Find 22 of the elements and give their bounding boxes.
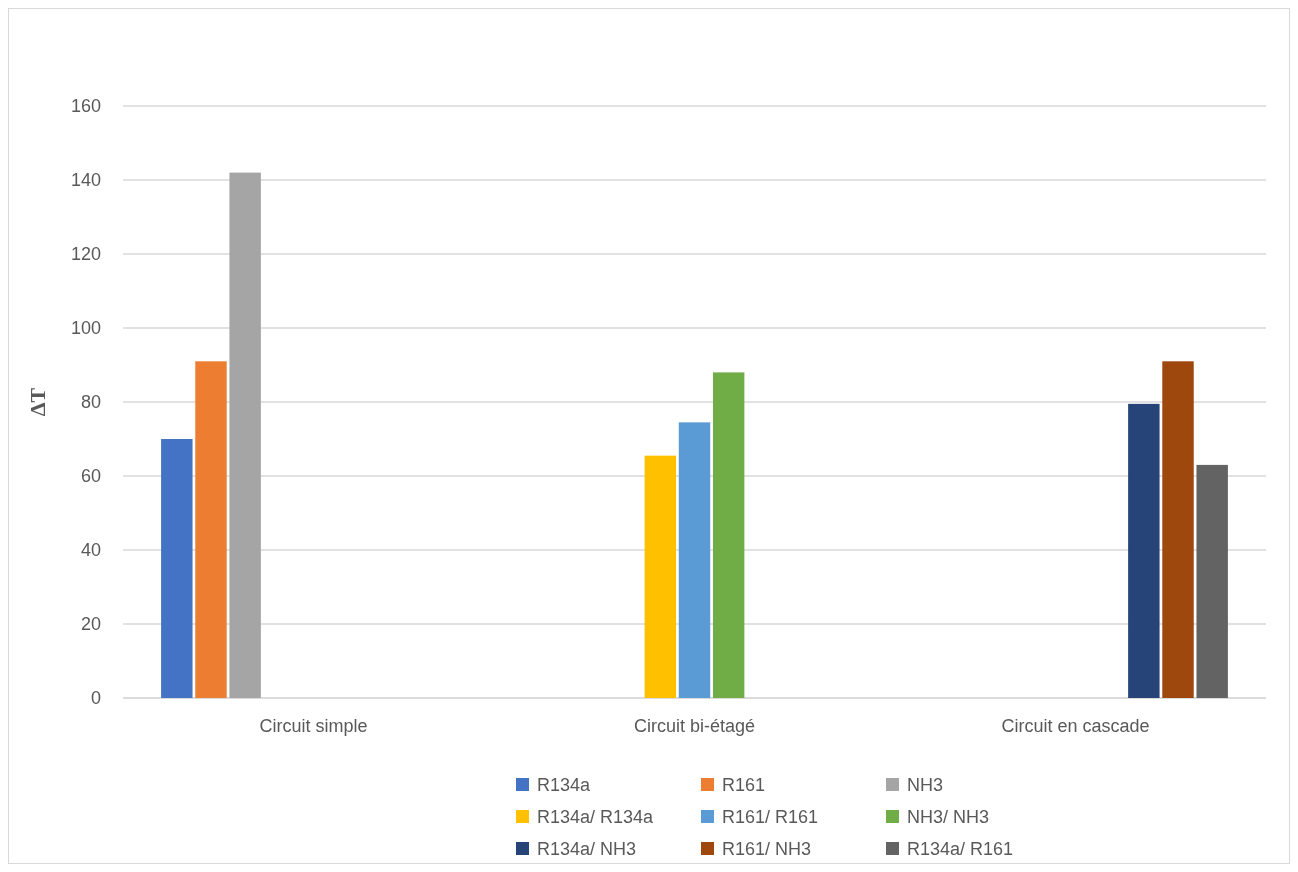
- legend-label: R161/ R161: [722, 807, 819, 828]
- x-tick-label: Circuit simple: [259, 716, 368, 736]
- legend-label: R134a/ NH3: [537, 839, 637, 860]
- legend-label: R161/ NH3: [722, 839, 812, 860]
- y-tick-label: 60: [80, 466, 101, 487]
- y-tick-label: 160: [70, 96, 101, 117]
- y-tick-label: 20: [80, 614, 101, 635]
- y-axis-title: ΔT: [25, 387, 50, 417]
- legend-label: R161: [722, 775, 766, 796]
- y-tick-label: 80: [80, 392, 101, 413]
- x-tick-label: Circuit bi-étagé: [633, 716, 756, 736]
- y-tick-label: 40: [80, 540, 101, 561]
- y-tick-label: 120: [70, 244, 101, 265]
- legend-label: NH3/ NH3: [907, 807, 990, 828]
- y-tick-label: 0: [90, 688, 101, 709]
- x-tick-label: Circuit en cascade: [1001, 716, 1150, 736]
- legend-label: NH3: [907, 775, 944, 796]
- legend-label: R134a/ R134a: [537, 807, 655, 828]
- legend-label: R134a/ R161: [907, 839, 1014, 860]
- legend-label: R134a: [537, 775, 592, 796]
- y-tick-label: 140: [70, 170, 101, 191]
- y-tick-label: 100: [70, 318, 101, 339]
